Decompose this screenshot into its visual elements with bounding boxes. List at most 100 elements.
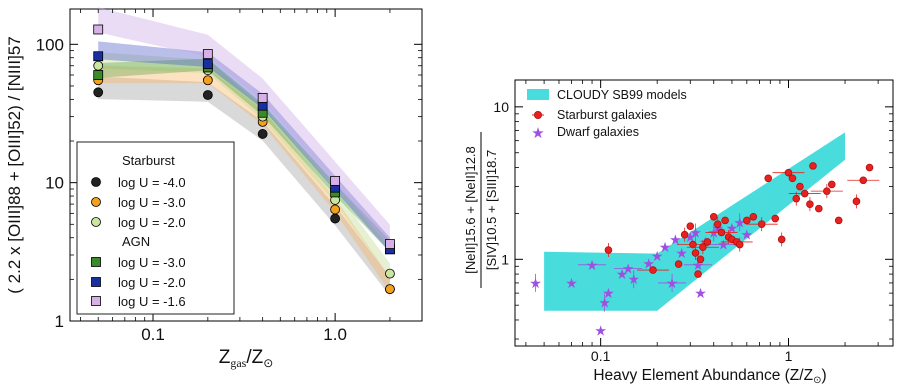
starburst-point-10 bbox=[703, 238, 712, 246]
starburst-point-34 bbox=[827, 180, 836, 189]
dwarf-point-1: ★ bbox=[565, 275, 578, 291]
left-markers bbox=[93, 24, 395, 295]
starburst-point-8 bbox=[696, 255, 705, 264]
starburst-point-2 bbox=[674, 260, 683, 268]
starburst-point-27 bbox=[792, 194, 801, 203]
left-legend: Starburst log U = -4.0 log U = -3.0 log … bbox=[76, 141, 235, 315]
starburst-point-18 bbox=[735, 240, 744, 249]
dwarf-point-13: ★ bbox=[669, 231, 682, 247]
data-point-s1-3 bbox=[330, 204, 341, 215]
cloudy-model-region bbox=[544, 132, 845, 311]
left-x-axis-label: Zgas/Z⊙ bbox=[219, 347, 274, 370]
left-axis-ticks: 0.1 1.0 1 10 100 bbox=[36, 9, 422, 344]
data-point-s2-4 bbox=[385, 268, 395, 279]
starburst-point-37 bbox=[859, 176, 868, 185]
legend-label-sb-u2: log U = -2.0 bbox=[118, 215, 186, 230]
starburst-point-24 bbox=[777, 235, 786, 244]
starburst-point-28 bbox=[796, 182, 804, 191]
starburst-point-5 bbox=[689, 240, 697, 249]
left-y-axis-label: ( 2.2 x [OIII]88 + [OIII]52) / [NIII]57 bbox=[5, 36, 24, 293]
starburst-point-32 bbox=[815, 204, 823, 213]
right-axis-ticks: 0.1 1 1 10 bbox=[493, 80, 893, 364]
starburst-point-11 bbox=[709, 213, 718, 221]
legend-label-sb-u4: log U = -4.0 bbox=[118, 175, 186, 190]
legend-marker-dwarf: ★ bbox=[531, 125, 544, 142]
starburst-point-23 bbox=[771, 214, 780, 223]
legend-marker-cloudy bbox=[527, 89, 549, 100]
starburst-galaxy-points bbox=[604, 162, 880, 278]
data-point-s4-0 bbox=[93, 51, 104, 62]
starburst-point-12 bbox=[713, 220, 722, 228]
right-y-numerator: [NeII]15.6 + [NeII]12.8 bbox=[463, 146, 478, 274]
data-point-s3-0 bbox=[93, 70, 104, 80]
starburst-point-4 bbox=[686, 222, 695, 230]
starburst-point-25 bbox=[784, 168, 793, 177]
dwarf-point-24: ★ bbox=[733, 214, 746, 230]
data-point-s0-3 bbox=[330, 213, 341, 224]
data-point-s0-2 bbox=[257, 129, 268, 139]
starburst-point-38 bbox=[865, 163, 874, 172]
legend-label-agn-u2: log U = -2.0 bbox=[118, 275, 186, 290]
dwarf-point-11: ★ bbox=[659, 239, 672, 255]
starburst-point-7 bbox=[694, 270, 702, 278]
starburst-point-26 bbox=[788, 174, 797, 183]
data-point-s4-1 bbox=[202, 59, 213, 69]
starburst-point-20 bbox=[749, 213, 758, 221]
data-point-s2-0 bbox=[93, 60, 104, 71]
model-band-0 bbox=[98, 76, 390, 296]
legend-group-agn: AGN bbox=[122, 234, 150, 249]
legend-label-dwarf: Dwarf galaxies bbox=[557, 125, 639, 139]
dwarf-point-6: ★ bbox=[616, 266, 629, 282]
right-x-tick-label-0: 0.1 bbox=[591, 348, 611, 364]
dwarf-point-10: ★ bbox=[651, 248, 664, 264]
dwarf-point-4: ★ bbox=[598, 295, 611, 311]
data-point-s5-3 bbox=[330, 175, 341, 186]
legend-marker-agn-u16 bbox=[91, 296, 101, 306]
starburst-point-13 bbox=[717, 228, 726, 237]
model-band-5 bbox=[98, 7, 390, 248]
dwarf-point-5: ★ bbox=[602, 285, 615, 301]
left-model-bands bbox=[98, 7, 390, 296]
right-x-tick-label-1: 1 bbox=[785, 348, 793, 364]
left-legend-box bbox=[76, 141, 235, 315]
legend-marker-starburst bbox=[534, 111, 543, 120]
data-point-s5-0 bbox=[93, 24, 104, 35]
starburst-point-35 bbox=[834, 216, 843, 225]
data-point-s5-4 bbox=[385, 239, 395, 249]
model-band-2 bbox=[98, 52, 390, 277]
starburst-point-36 bbox=[852, 197, 861, 206]
starburst-point-29 bbox=[800, 189, 809, 198]
legend-marker-agn-u3 bbox=[91, 257, 101, 267]
legend-label-sb-u3: log U = -3.0 bbox=[118, 195, 186, 210]
starburst-point-33 bbox=[823, 187, 831, 195]
right-x-axis-label: Heavy Element Abundance (Z/Z⊙) bbox=[593, 367, 826, 384]
legend-label-agn-u16: log U = -1.6 bbox=[118, 294, 186, 309]
starburst-point-9 bbox=[699, 243, 707, 252]
legend-marker-sb-u4 bbox=[91, 177, 101, 187]
legend-group-starburst: Starburst bbox=[122, 153, 175, 168]
starburst-point-14 bbox=[721, 216, 729, 225]
dwarf-point-7: ★ bbox=[622, 261, 635, 277]
left-chart: 0.1 1.0 1 10 100 Zgas/Z⊙ ( 2.2 x [OIII]88 + … bbox=[5, 7, 423, 370]
data-point-s1-1 bbox=[202, 75, 213, 86]
right-y-tick-label-0: 1 bbox=[501, 251, 509, 267]
left-x-tick-label-0: 0.1 bbox=[141, 325, 165, 344]
left-y-tick-label-0: 1 bbox=[55, 312, 64, 331]
dwarf-point-0: ★ bbox=[529, 275, 542, 291]
legend-label-agn-u3: log U = -3.0 bbox=[118, 255, 186, 270]
right-legend: CLOUDY SB99 models Starburst galaxies ★ … bbox=[527, 88, 687, 142]
right-model-band bbox=[544, 132, 845, 311]
starburst-point-1 bbox=[649, 266, 657, 274]
data-point-s5-1 bbox=[202, 49, 213, 59]
dwarf-point-3: ★ bbox=[594, 323, 607, 339]
legend-marker-sb-u3 bbox=[91, 197, 101, 207]
dwarf-point-25: ★ bbox=[741, 227, 754, 243]
legend-marker-agn-u2 bbox=[91, 277, 101, 287]
starburst-point-30 bbox=[806, 200, 814, 208]
legend-label-cloudy: CLOUDY SB99 models bbox=[557, 88, 687, 102]
right-y-denominator: [SIV]10.5 + [SIII]18.7 bbox=[484, 150, 499, 270]
dwarf-point-14: ★ bbox=[675, 245, 688, 261]
legend-marker-sb-u2 bbox=[91, 217, 101, 227]
left-y-tick-label-1: 10 bbox=[45, 174, 64, 193]
